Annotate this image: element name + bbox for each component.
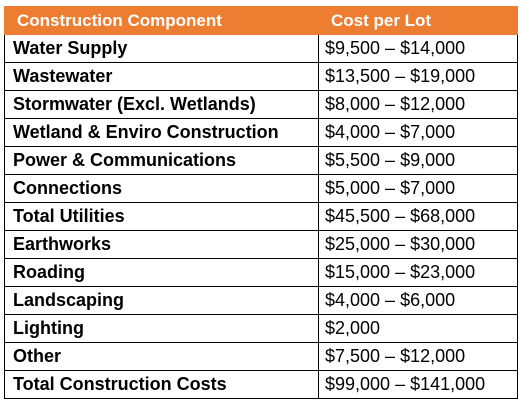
- table-row: Landscaping $4,000 – $6,000: [4, 286, 518, 315]
- component-cell: Earthworks: [4, 230, 319, 259]
- header-cost-per-lot: Cost per Lot: [318, 6, 518, 35]
- cost-cell: $4,000 – $6,000: [318, 286, 518, 315]
- table-row: Total Construction Costs $99,000 – $141,…: [4, 370, 518, 399]
- component-cell: Other: [4, 342, 319, 371]
- cost-cell: $5,500 – $9,000: [318, 146, 518, 175]
- table-row: Water Supply $9,500 – $14,000: [4, 34, 518, 63]
- table-row: Roading $15,000 – $23,000: [4, 258, 518, 287]
- cost-cell: $13,500 – $19,000: [318, 62, 518, 91]
- table-row: Other $7,500 – $12,000: [4, 342, 518, 371]
- header-construction-component: Construction Component: [4, 6, 319, 35]
- table-row: Stormwater (Excl. Wetlands) $8,000 – $12…: [4, 90, 518, 119]
- component-cell: Landscaping: [4, 286, 319, 315]
- component-cell: Total Construction Costs: [4, 370, 319, 399]
- component-cell: Wetland & Enviro Construction: [4, 118, 319, 147]
- table-row: Lighting $2,000: [4, 314, 518, 343]
- table-row: Connections $5,000 – $7,000: [4, 174, 518, 203]
- component-cell: Connections: [4, 174, 319, 203]
- cost-cell: $8,000 – $12,000: [318, 90, 518, 119]
- cost-cell: $7,500 – $12,000: [318, 342, 518, 371]
- cost-cell: $5,000 – $7,000: [318, 174, 518, 203]
- table-row: Earthworks $25,000 – $30,000: [4, 230, 518, 259]
- component-cell: Wastewater: [4, 62, 319, 91]
- component-cell: Power & Communications: [4, 146, 319, 175]
- cost-cell: $99,000 – $141,000: [318, 370, 518, 399]
- table-row: Power & Communications $5,500 – $9,000: [4, 146, 518, 175]
- construction-cost-table: Construction Component Cost per Lot Wate…: [4, 6, 518, 399]
- component-cell: Lighting: [4, 314, 319, 343]
- cost-cell: $4,000 – $7,000: [318, 118, 518, 147]
- table-header-row: Construction Component Cost per Lot: [4, 6, 518, 35]
- cost-cell: $25,000 – $30,000: [318, 230, 518, 259]
- cost-cell: $2,000: [318, 314, 518, 343]
- table-row: Wastewater $13,500 – $19,000: [4, 62, 518, 91]
- component-cell: Water Supply: [4, 34, 319, 63]
- component-cell: Stormwater (Excl. Wetlands): [4, 90, 319, 119]
- cost-cell: $9,500 – $14,000: [318, 34, 518, 63]
- table-row: Wetland & Enviro Construction $4,000 – $…: [4, 118, 518, 147]
- table-row: Total Utilities $45,500 – $68,000: [4, 202, 518, 231]
- component-cell: Roading: [4, 258, 319, 287]
- component-cell: Total Utilities: [4, 202, 319, 231]
- cost-cell: $45,500 – $68,000: [318, 202, 518, 231]
- cost-cell: $15,000 – $23,000: [318, 258, 518, 287]
